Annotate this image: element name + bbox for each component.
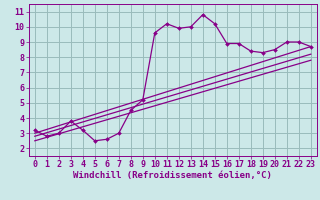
X-axis label: Windchill (Refroidissement éolien,°C): Windchill (Refroidissement éolien,°C): [73, 171, 272, 180]
